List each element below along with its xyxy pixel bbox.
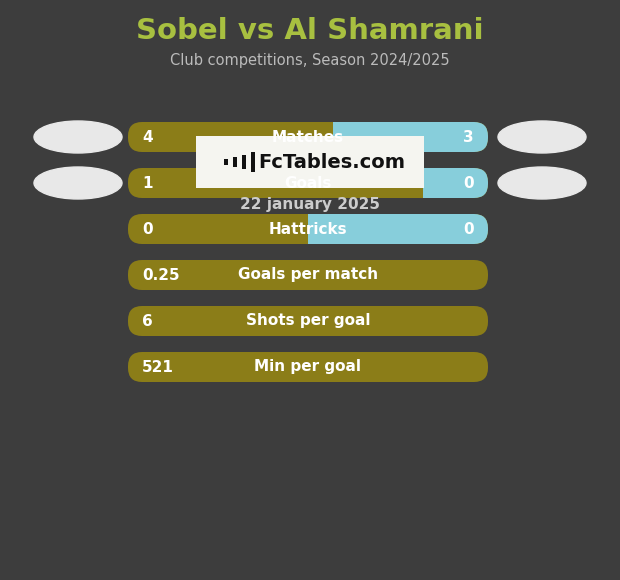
Bar [233, 157, 237, 167]
Bar [224, 159, 228, 165]
FancyBboxPatch shape [423, 168, 437, 198]
FancyBboxPatch shape [423, 168, 488, 198]
Text: 0.25: 0.25 [142, 267, 180, 282]
Text: 6: 6 [142, 314, 153, 328]
FancyBboxPatch shape [196, 136, 424, 188]
FancyBboxPatch shape [308, 214, 488, 244]
Ellipse shape [498, 121, 586, 153]
FancyBboxPatch shape [333, 122, 488, 152]
Text: 0: 0 [463, 176, 474, 190]
Ellipse shape [34, 167, 122, 199]
Ellipse shape [34, 121, 122, 153]
FancyBboxPatch shape [308, 214, 322, 244]
Text: Sobel vs Al Shamrani: Sobel vs Al Shamrani [136, 17, 484, 45]
Text: 0: 0 [463, 222, 474, 237]
Text: 0: 0 [142, 222, 153, 237]
Bar [251, 152, 255, 172]
Text: 22 january 2025: 22 january 2025 [240, 198, 380, 212]
FancyBboxPatch shape [128, 214, 488, 244]
Text: 4: 4 [142, 129, 153, 144]
FancyBboxPatch shape [128, 122, 488, 152]
Text: FcTables.com: FcTables.com [258, 153, 405, 172]
Text: Matches: Matches [272, 129, 344, 144]
FancyBboxPatch shape [333, 122, 347, 152]
FancyBboxPatch shape [128, 260, 488, 290]
Text: Goals: Goals [285, 176, 332, 190]
Text: Hattricks: Hattricks [268, 222, 347, 237]
Text: Goals per match: Goals per match [238, 267, 378, 282]
Text: Shots per goal: Shots per goal [246, 314, 370, 328]
Text: Min per goal: Min per goal [254, 360, 361, 375]
Text: 3: 3 [463, 129, 474, 144]
Ellipse shape [498, 167, 586, 199]
Text: 1: 1 [142, 176, 153, 190]
FancyBboxPatch shape [128, 306, 488, 336]
FancyBboxPatch shape [128, 352, 488, 382]
Text: Club competitions, Season 2024/2025: Club competitions, Season 2024/2025 [170, 53, 450, 68]
FancyBboxPatch shape [128, 168, 488, 198]
Text: 521: 521 [142, 360, 174, 375]
Bar [242, 155, 246, 169]
